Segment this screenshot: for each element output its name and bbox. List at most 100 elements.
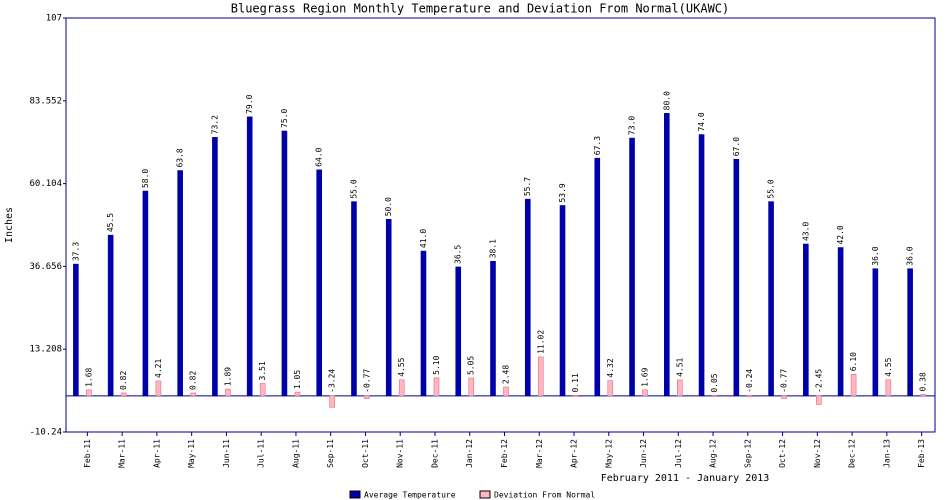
value-label: 79.0	[245, 94, 254, 113]
value-label: 55.7	[523, 177, 532, 196]
x-tick-label: Nov-12	[813, 439, 822, 468]
bar	[107, 234, 114, 397]
bar	[155, 380, 162, 397]
bar	[351, 201, 357, 397]
value-label: 50.0	[384, 197, 393, 216]
x-tick-label: Sep-12	[743, 439, 752, 468]
plot-frame	[65, 17, 936, 433]
value-label: 36.0	[906, 246, 915, 265]
value-label: 80.0	[662, 91, 671, 110]
y-tick-label: 60.104	[29, 179, 62, 189]
x-tick-label: Sep-11	[326, 439, 335, 468]
y-tick-label: 13.208	[29, 345, 62, 355]
bar	[629, 137, 635, 397]
value-label: 3.51	[258, 361, 267, 380]
value-label: 4.55	[884, 357, 893, 376]
bar	[420, 250, 427, 397]
value-label: 73.2	[210, 115, 219, 134]
bar	[642, 389, 648, 397]
bar	[746, 395, 753, 398]
x-tick-label: Jan-12	[465, 439, 474, 468]
value-label: 0.82	[119, 370, 128, 389]
value-label: 6.10	[849, 352, 858, 371]
x-tick-label: Jul-12	[674, 439, 683, 468]
value-label: 53.9	[558, 183, 567, 202]
bar	[86, 389, 92, 397]
x-tick-label: Apr-12	[570, 439, 579, 468]
bar	[246, 116, 253, 397]
value-label: 55.0	[767, 179, 776, 198]
bar	[676, 379, 683, 397]
bar	[572, 395, 579, 397]
value-label: 0.38	[919, 372, 928, 391]
bar	[663, 113, 670, 397]
bar	[455, 266, 462, 397]
value-label: 37.3	[71, 242, 80, 261]
value-label: 64.0	[315, 147, 324, 166]
bar	[594, 157, 601, 397]
bar	[281, 130, 288, 397]
x-tick-label: Jan-13	[882, 439, 891, 468]
bar	[885, 379, 892, 397]
x-tick-label: Jun-11	[222, 439, 231, 468]
value-label: 41.0	[419, 229, 428, 248]
chart-title: Bluegrass Region Monthly Temperature and…	[231, 2, 730, 16]
bar	[73, 263, 79, 397]
bar	[468, 377, 475, 397]
value-label: 4.51	[675, 357, 684, 376]
bar	[329, 395, 336, 408]
bar	[524, 198, 531, 397]
bar	[212, 137, 218, 397]
value-label: 1.69	[641, 367, 650, 386]
value-label: -0.24	[745, 369, 754, 393]
value-label: 67.3	[593, 136, 602, 155]
value-label: 0.11	[571, 373, 580, 392]
y-tick-label: -10.24	[29, 428, 62, 438]
value-label: 67.0	[732, 137, 741, 156]
value-label: -2.45	[814, 369, 823, 393]
x-tick-label: Aug-11	[291, 439, 300, 468]
value-label: 5.05	[467, 356, 476, 375]
value-label: 58.0	[141, 169, 150, 188]
bar	[768, 201, 774, 397]
legend-label: Average Temperature	[364, 491, 456, 500]
bar	[316, 169, 323, 397]
value-label: 36.0	[871, 246, 880, 265]
x-tick-label: May-11	[187, 439, 196, 468]
y-tick-label: 107	[46, 14, 62, 24]
x-tick-label: Oct-11	[361, 439, 370, 468]
value-label: 74.0	[697, 112, 706, 131]
bar	[816, 395, 822, 405]
bar	[364, 395, 370, 399]
x-tick-label: Dec-12	[848, 439, 857, 468]
value-label: 42.0	[836, 225, 845, 244]
x-tick-label: Mar-12	[535, 439, 544, 468]
value-label: 4.32	[606, 358, 615, 377]
bar	[177, 170, 183, 397]
value-label: 43.0	[801, 222, 810, 241]
x-tick-label: Feb-13	[917, 439, 926, 468]
bar	[607, 380, 614, 397]
y-axis-label: Inches	[4, 207, 15, 243]
x-tick-label: Dec-11	[430, 439, 439, 468]
bar	[190, 392, 196, 397]
value-label: 0.82	[189, 370, 198, 389]
bar	[120, 392, 127, 397]
bar	[711, 395, 718, 397]
bar	[259, 383, 266, 397]
x-tick-label: May-12	[604, 439, 613, 468]
y-tick-label: 36.656	[29, 262, 62, 272]
value-label: 55.0	[349, 179, 358, 198]
value-label: 63.8	[176, 148, 185, 167]
value-label: 2.48	[502, 365, 511, 384]
bar	[503, 386, 509, 397]
bar	[225, 388, 231, 397]
value-label: 5.10	[432, 355, 441, 374]
legend-swatch	[479, 490, 491, 499]
value-label: 1.89	[223, 367, 232, 386]
value-label: 4.55	[397, 357, 406, 376]
value-label: 38.1	[489, 239, 498, 258]
value-label: 73.0	[628, 116, 637, 135]
value-label: 1.68	[84, 367, 93, 386]
